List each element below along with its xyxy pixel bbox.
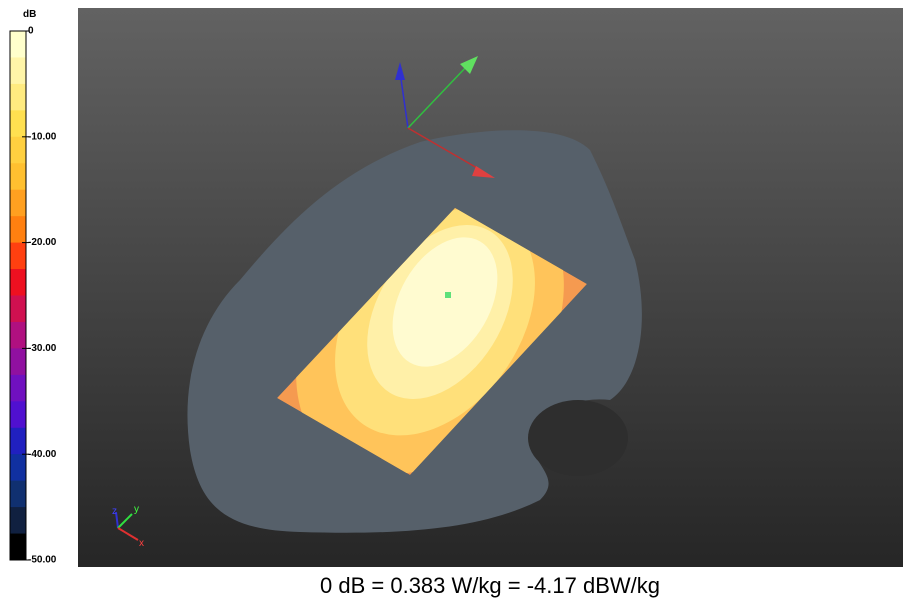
axis-label: x (139, 538, 144, 549)
colorbar: 0 -10.00 -20.00 -30.00 -40.00 -50.00 (10, 26, 57, 566)
colorbar-band (10, 137, 26, 164)
screen: z y x dB 0 -10.00 -20.00 -30.00 -40.00 -50.00… (0, 0, 903, 600)
tick-label: 0 (28, 26, 34, 37)
colorbar-band (10, 322, 26, 349)
colorbar-band (10, 375, 26, 402)
axis-label: y (134, 504, 139, 515)
caption: 0 dB = 0.383 W/kg = -4.17 dBW/kg (320, 573, 660, 598)
tick-label: -40.00 (28, 449, 57, 460)
colorbar-band (10, 163, 26, 190)
colorbar-band (10, 243, 26, 270)
tick-label: -30.00 (28, 343, 57, 354)
axis-label: z (112, 506, 117, 517)
tick-label: -20.00 (28, 237, 57, 248)
colorbar-band (10, 454, 26, 481)
colorbar-band (10, 296, 26, 323)
colorbar-band (10, 481, 26, 508)
colorbar-band (10, 31, 26, 58)
colorbar-band (10, 57, 26, 84)
peak-marker (445, 292, 451, 298)
colorbar-band (10, 216, 26, 243)
colorbar-band (10, 110, 26, 137)
phantom-hole (528, 400, 628, 476)
colorbar-unit: dB (23, 9, 36, 20)
colorbar-band (10, 507, 26, 534)
tick-label: -50.00 (28, 555, 57, 566)
colorbar-band (10, 84, 26, 111)
tick-label: -10.00 (28, 131, 57, 142)
colorbar-band (10, 348, 26, 375)
colorbar-band (10, 428, 26, 455)
colorbar-band (10, 401, 26, 428)
colorbar-band (10, 534, 26, 561)
colorbar-band (10, 190, 26, 217)
colorbar-band (10, 269, 26, 296)
